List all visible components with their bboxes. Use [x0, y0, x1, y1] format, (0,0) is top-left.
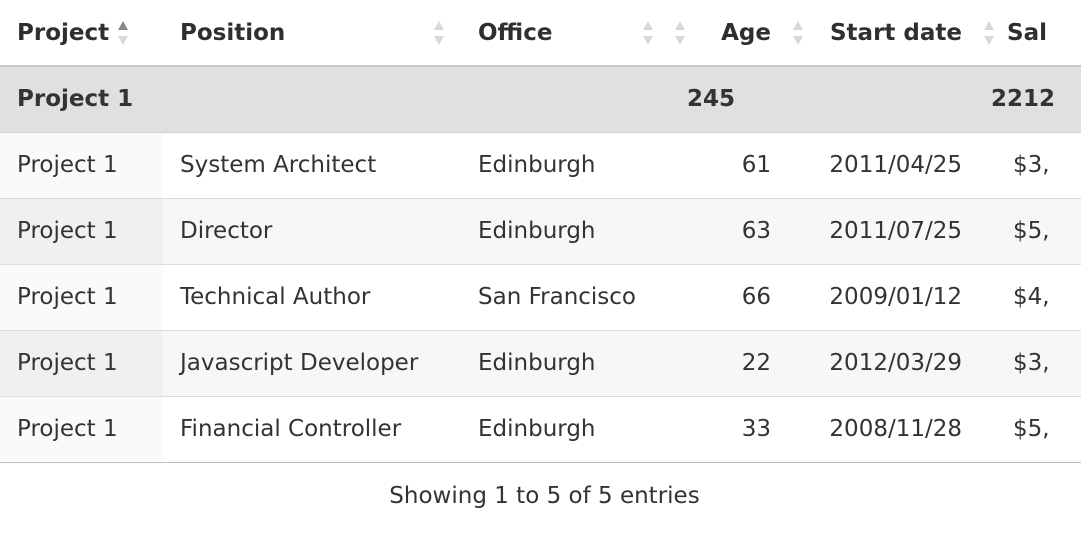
- header-row: Project Position Office Age Start date: [0, 0, 1081, 67]
- sort-icon: [793, 21, 803, 45]
- cell-office: Edinburgh: [461, 396, 670, 463]
- cell-project: Project 1: [0, 264, 163, 331]
- sort-ascending-icon: [118, 21, 128, 45]
- cell-age: 66: [670, 264, 788, 331]
- cell-start-date: 2011/04/25: [788, 132, 979, 199]
- column-header-position[interactable]: Position: [163, 0, 461, 67]
- cell-office: San Francisco: [461, 264, 670, 331]
- cell-salary: $3,: [979, 132, 1081, 199]
- table-row[interactable]: Project 1 Financial Controller Edinburgh…: [0, 396, 1081, 463]
- cell-start-date: 2008/11/28: [788, 396, 979, 463]
- group-salary-total: 2212: [979, 66, 1081, 133]
- table-row[interactable]: Project 1 Javascript Developer Edinburgh…: [0, 330, 1081, 397]
- sort-icon: [675, 21, 685, 45]
- cell-office: Edinburgh: [461, 132, 670, 199]
- cell-age: 22: [670, 330, 788, 397]
- cell-position: System Architect: [163, 132, 461, 199]
- column-header-office[interactable]: Office: [461, 0, 670, 67]
- cell-position: Financial Controller: [163, 396, 461, 463]
- cell-start-date: 2012/03/29: [788, 330, 979, 397]
- cell-age: 63: [670, 198, 788, 265]
- cell-project: Project 1: [0, 198, 163, 265]
- column-header-label: Start date: [829, 19, 962, 46]
- cell-age: 61: [670, 132, 788, 199]
- cell-project: Project 1: [0, 330, 163, 397]
- group-row: Project 1 245 2212: [0, 66, 1081, 133]
- group-label: Project 1: [0, 66, 163, 133]
- column-header-label: Project: [17, 19, 110, 46]
- cell-position: Technical Author: [163, 264, 461, 331]
- cell-start-date: 2011/07/25: [788, 198, 979, 265]
- column-header-salary[interactable]: Sal: [979, 0, 1081, 67]
- table-info-text: Showing 1 to 5 of 5 entries: [389, 483, 700, 509]
- data-table: Project Position Office Age Start date: [0, 0, 1081, 463]
- cell-position: Javascript Developer: [163, 330, 461, 397]
- column-header-label: Position: [180, 19, 286, 46]
- data-table-container: Project Position Office Age Start date: [0, 0, 1081, 463]
- cell-salary: $5,: [979, 198, 1081, 265]
- table-row[interactable]: Project 1 Technical Author San Francisco…: [0, 264, 1081, 331]
- sort-icon: [984, 21, 994, 45]
- cell-salary: $4,: [979, 264, 1081, 331]
- cell-age: 33: [670, 396, 788, 463]
- cell-start-date: 2009/01/12: [788, 264, 979, 331]
- column-header-label: Sal: [1007, 19, 1047, 46]
- cell-salary: $3,: [979, 330, 1081, 397]
- sort-icon: [643, 21, 653, 45]
- cell-position: Director: [163, 198, 461, 265]
- column-header-project[interactable]: Project: [0, 0, 163, 67]
- cell-office: Edinburgh: [461, 198, 670, 265]
- column-header-start-date[interactable]: Start date: [788, 0, 979, 67]
- column-header-label: Age: [721, 19, 771, 46]
- group-age-total: 245: [670, 66, 788, 133]
- table-row[interactable]: Project 1 Director Edinburgh 63 2011/07/…: [0, 198, 1081, 265]
- sort-icon: [434, 21, 444, 45]
- table-row[interactable]: Project 1 System Architect Edinburgh 61 …: [0, 132, 1081, 199]
- column-header-age[interactable]: Age: [670, 0, 788, 67]
- cell-project: Project 1: [0, 132, 163, 199]
- cell-office: Edinburgh: [461, 330, 670, 397]
- column-header-label: Office: [478, 19, 553, 46]
- cell-project: Project 1: [0, 396, 163, 463]
- cell-salary: $5,: [979, 396, 1081, 463]
